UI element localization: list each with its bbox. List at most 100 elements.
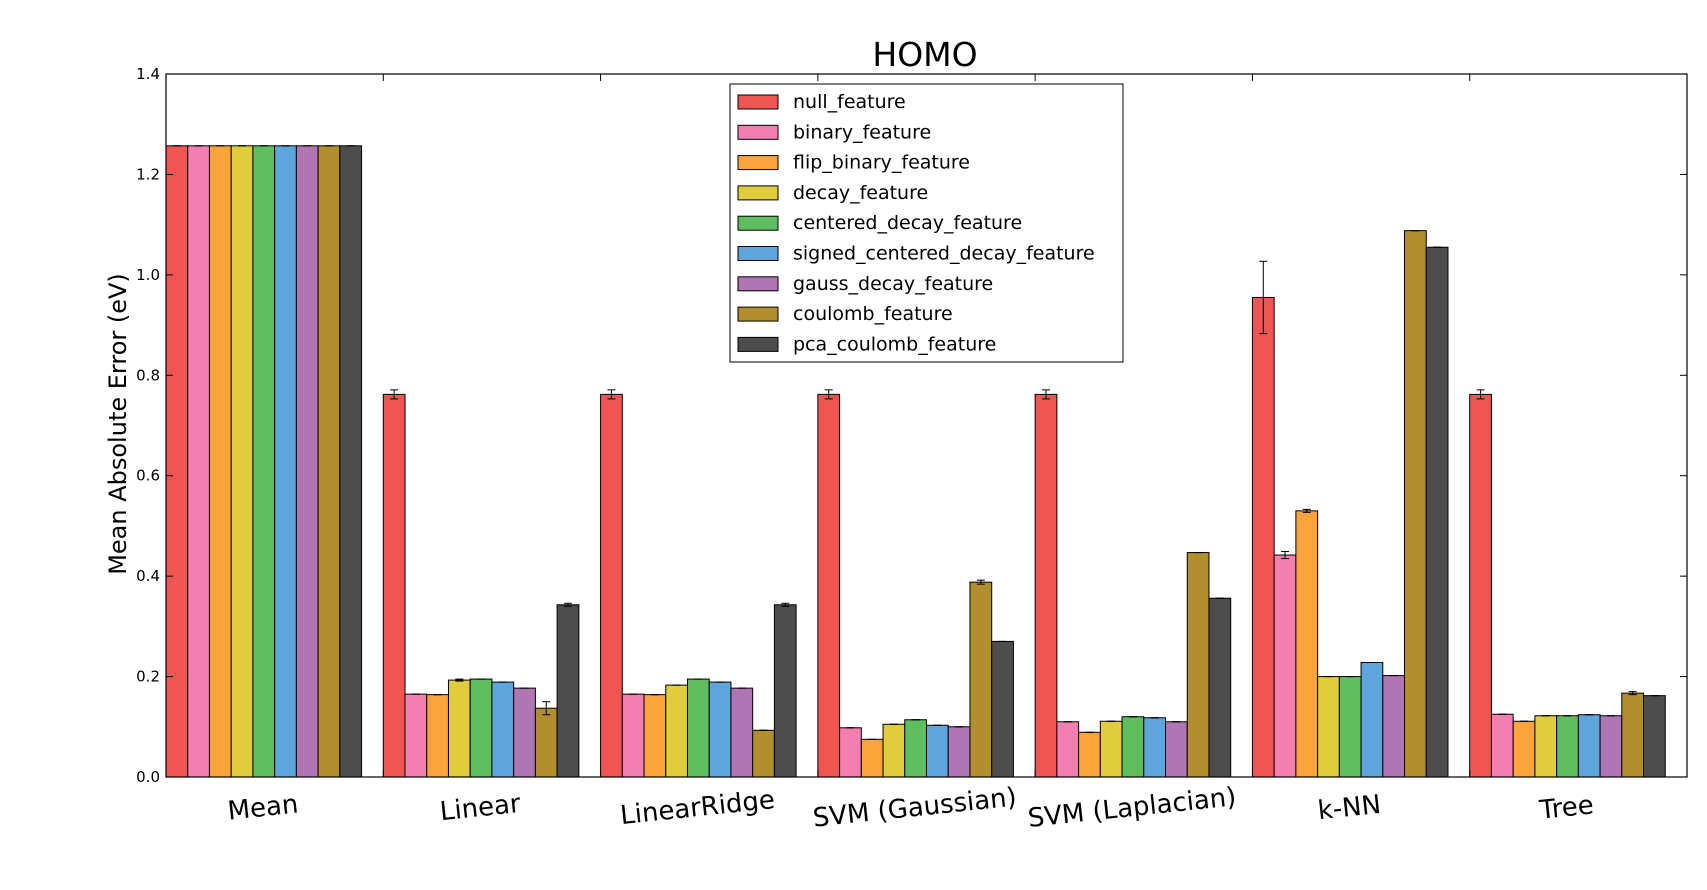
legend-swatch-flip_binary_feature bbox=[737, 155, 779, 171]
bar-pca_coulomb_feature-0 bbox=[339, 145, 363, 778]
legend-entry-coulomb_feature: coulomb_feature bbox=[793, 303, 953, 325]
bar-coulomb_feature-6 bbox=[1621, 692, 1645, 778]
legend-entry-null_feature: null_feature bbox=[793, 91, 906, 113]
bar-binary_feature-6 bbox=[1490, 713, 1514, 778]
bar-gauss_decay_feature-5 bbox=[1382, 675, 1406, 778]
legend-swatch-binary_feature bbox=[737, 124, 779, 140]
bar-decay_feature-6 bbox=[1534, 715, 1558, 778]
bar-coulomb_feature-1 bbox=[534, 707, 558, 778]
bar-flip_binary_feature-0 bbox=[208, 145, 232, 778]
legend-entry-signed_centered_decay_feature: signed_centered_decay_feature bbox=[793, 243, 1095, 265]
bar-signed_centered_decay_feature-2 bbox=[708, 681, 732, 778]
bar-decay_feature-1 bbox=[447, 679, 471, 778]
bar-centered_decay_feature-4 bbox=[1121, 716, 1145, 778]
bar-gauss_decay_feature-4 bbox=[1165, 721, 1188, 778]
y-tick-label-0: 0.0 bbox=[136, 768, 160, 786]
chart-title: HOMO bbox=[872, 35, 977, 74]
bar-coulomb_feature-0 bbox=[317, 145, 341, 778]
y-tick-label-5: 1.0 bbox=[136, 266, 160, 284]
bar-binary_feature-0 bbox=[187, 145, 210, 778]
y-axis-label: Mean Absolute Error (eV) bbox=[104, 273, 132, 575]
bar-null_feature-6 bbox=[1469, 393, 1492, 778]
legend-box bbox=[729, 83, 1124, 363]
bar-centered_decay_feature-5 bbox=[1338, 676, 1362, 778]
bar-binary_feature-2 bbox=[621, 693, 645, 778]
legend-entry-centered_decay_feature: centered_decay_feature bbox=[793, 212, 1022, 234]
bar-signed_centered_decay_feature-5 bbox=[1360, 662, 1384, 778]
bar-signed_centered_decay_feature-3 bbox=[926, 724, 949, 778]
y-tick-label-2: 0.4 bbox=[136, 567, 160, 585]
legend: null_feature binary_feature flip_binary_fe… bbox=[729, 83, 1124, 363]
legend-entry-gauss_decay_feature: gauss_decay_feature bbox=[793, 273, 993, 295]
bar-gauss_decay_feature-3 bbox=[947, 726, 971, 778]
bar-gauss_decay_feature-2 bbox=[730, 687, 754, 778]
bar-coulomb_feature-5 bbox=[1404, 230, 1427, 778]
legend-swatch-null_feature bbox=[737, 94, 779, 110]
bar-coulomb_feature-3 bbox=[969, 581, 993, 778]
bar-pca_coulomb_feature-5 bbox=[1425, 246, 1449, 778]
bar-decay_feature-3 bbox=[882, 723, 906, 778]
bar-flip_binary_feature-1 bbox=[426, 694, 449, 778]
bar-flip_binary_feature-2 bbox=[643, 694, 667, 778]
legend-swatch-signed_centered_decay_feature bbox=[737, 246, 779, 261]
bar-flip_binary_feature-4 bbox=[1078, 731, 1101, 778]
bar-centered_decay_feature-2 bbox=[686, 678, 710, 778]
bar-gauss_decay_feature-1 bbox=[513, 687, 536, 778]
error-bars-layer bbox=[172, 145, 1659, 740]
x-category-label-0: Mean bbox=[226, 789, 300, 826]
bar-centered_decay_feature-3 bbox=[904, 719, 928, 778]
legend-swatch-gauss_decay_feature bbox=[737, 276, 779, 292]
legend-swatch-pca_coulomb_feature bbox=[737, 336, 779, 352]
x-category-label-1: Linear bbox=[439, 789, 523, 827]
bar-null_feature-5 bbox=[1251, 296, 1275, 778]
y-tick-label-7: 1.4 bbox=[136, 65, 160, 83]
bar-null_feature-1 bbox=[382, 393, 406, 778]
bar-pca_coulomb_feature-1 bbox=[556, 604, 580, 778]
bar-null_feature-3 bbox=[817, 393, 841, 778]
legend-entry-decay_feature: decay_feature bbox=[793, 182, 928, 204]
bar-coulomb_feature-2 bbox=[752, 729, 775, 778]
y-tick-label-6: 1.2 bbox=[136, 165, 160, 183]
bar-decay_feature-0 bbox=[230, 145, 254, 778]
bar-signed_centered_decay_feature-4 bbox=[1143, 717, 1167, 778]
x-category-label-2: LinearRidge bbox=[619, 785, 776, 831]
bar-centered_decay_feature-0 bbox=[252, 145, 276, 778]
bar-pca_coulomb_feature-6 bbox=[1643, 695, 1666, 778]
bar-decay_feature-4 bbox=[1099, 720, 1123, 778]
legend-swatch-centered_decay_feature bbox=[737, 215, 779, 231]
bar-flip_binary_feature-5 bbox=[1295, 510, 1319, 778]
bar-binary_feature-3 bbox=[839, 727, 862, 778]
x-category-label-3: SVM (Gaussian) bbox=[811, 782, 1018, 833]
legend-swatch-coulomb_feature bbox=[737, 306, 779, 322]
bar-decay_feature-5 bbox=[1317, 676, 1340, 778]
bar-binary_feature-4 bbox=[1056, 721, 1080, 778]
bar-centered_decay_feature-6 bbox=[1556, 715, 1579, 778]
bar-flip_binary_feature-6 bbox=[1512, 720, 1536, 778]
y-tick-label-3: 0.6 bbox=[136, 467, 160, 485]
legend-entry-binary_feature: binary_feature bbox=[793, 121, 931, 143]
legend-swatch-decay_feature bbox=[737, 185, 779, 201]
bar-binary_feature-1 bbox=[404, 693, 428, 778]
bar-null_feature-0 bbox=[165, 145, 189, 778]
bar-gauss_decay_feature-6 bbox=[1599, 715, 1623, 778]
bar-pca_coulomb_feature-2 bbox=[773, 604, 797, 778]
x-category-label-5: k-NN bbox=[1316, 790, 1382, 826]
legend-entry-pca_coulomb_feature: pca_coulomb_feature bbox=[793, 333, 996, 355]
legend-entry-flip_binary_feature: flip_binary_feature bbox=[793, 152, 970, 174]
bar-centered_decay_feature-1 bbox=[469, 678, 493, 778]
bar-signed_centered_decay_feature-1 bbox=[491, 681, 515, 778]
bar-signed_centered_decay_feature-0 bbox=[274, 145, 297, 778]
y-axis: 0.0 0.2 0.4 0.6 0.8 1.0 1.2 1.4 bbox=[136, 65, 1687, 786]
bar-pca_coulomb_feature-4 bbox=[1208, 597, 1232, 778]
bar-null_feature-2 bbox=[600, 393, 623, 778]
x-category-label-6: Tree bbox=[1537, 790, 1595, 826]
y-tick-label-1: 0.2 bbox=[136, 668, 160, 686]
bar-pca_coulomb_feature-3 bbox=[991, 640, 1014, 778]
bar-decay_feature-2 bbox=[665, 684, 688, 778]
bar-gauss_decay_feature-0 bbox=[295, 145, 319, 778]
bar-flip_binary_feature-3 bbox=[860, 738, 884, 778]
bar-binary_feature-5 bbox=[1273, 554, 1297, 778]
bar-signed_centered_decay_feature-6 bbox=[1577, 714, 1601, 778]
bar-coulomb_feature-4 bbox=[1186, 552, 1210, 778]
